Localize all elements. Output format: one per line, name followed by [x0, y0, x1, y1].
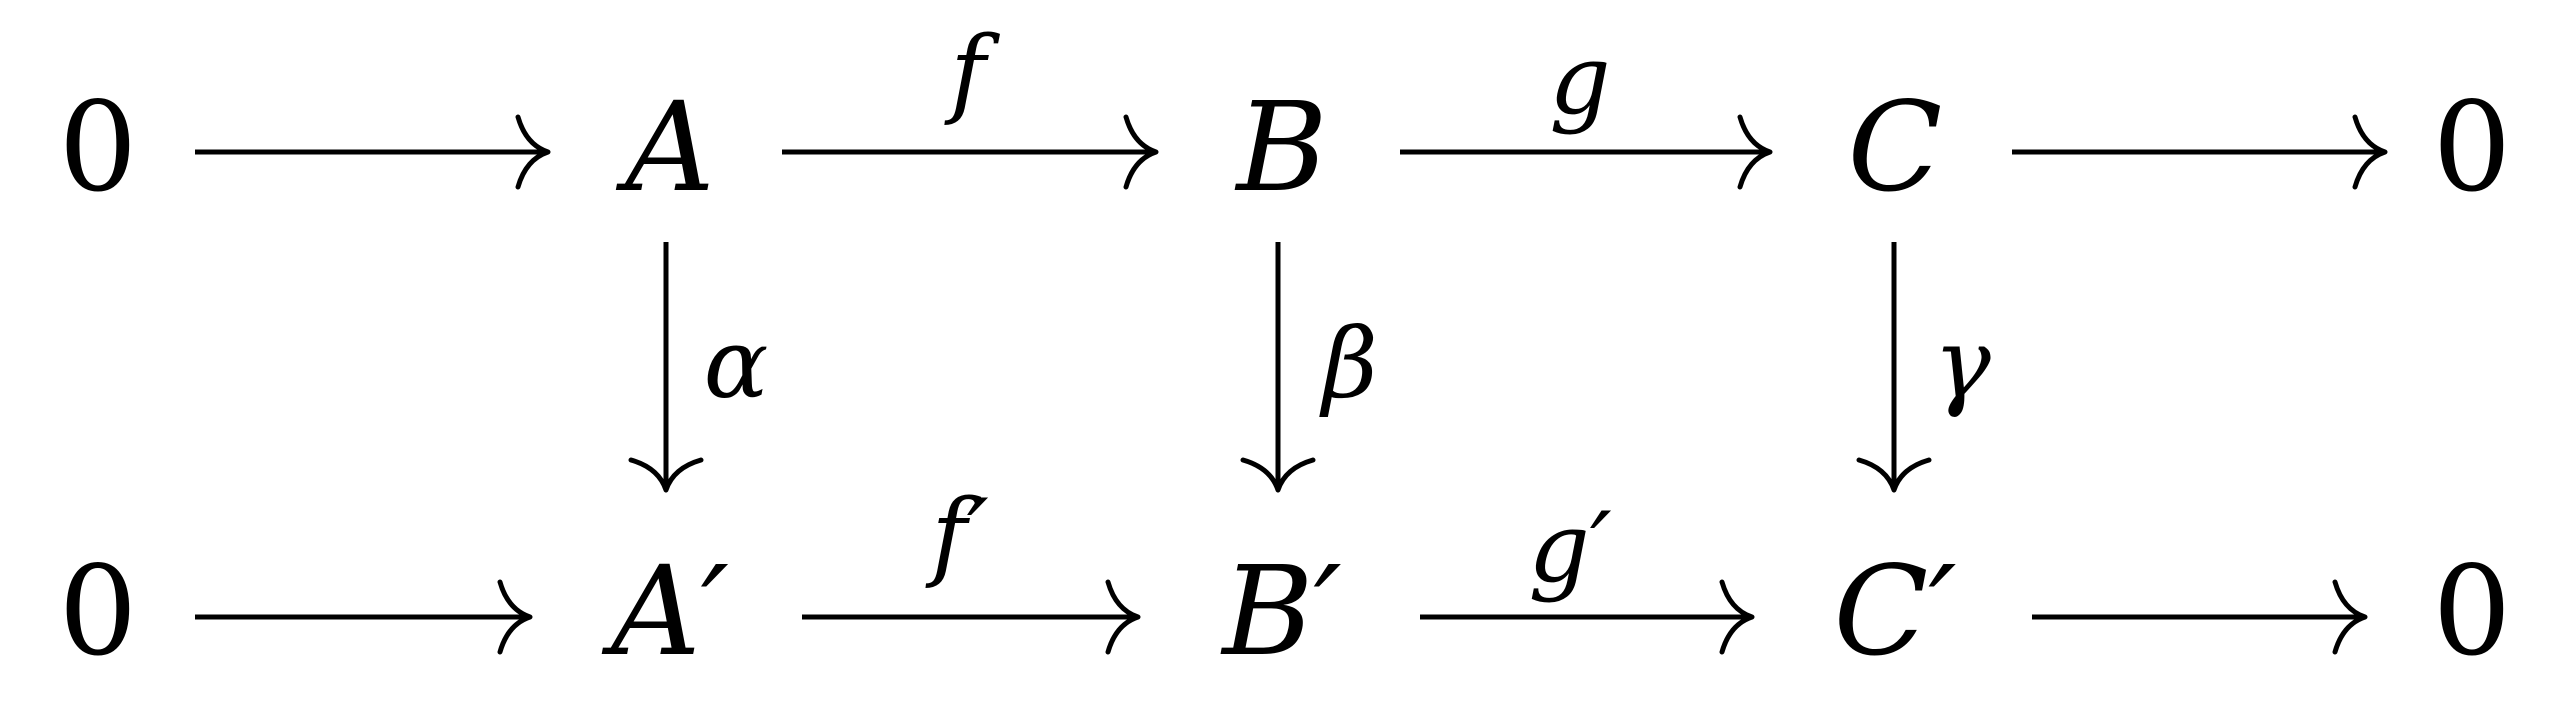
label-f-prime: f′ — [931, 479, 989, 591]
node-top-zero-left: 0 — [58, 76, 138, 220]
label-g-prime: g′ — [1528, 492, 1612, 604]
node-bottom-zero-left: 0 — [58, 540, 138, 684]
node-A-prime: A′ — [611, 540, 729, 684]
node-A: A — [625, 76, 715, 220]
label-g: g — [1549, 24, 1611, 136]
node-B: B — [1236, 76, 1328, 220]
arrow-0-to-A-prime-head — [497, 579, 533, 655]
label-beta: β — [1322, 308, 1378, 420]
arrow-C-to-0-head — [2352, 114, 2388, 190]
arrow-f-prime-head — [1105, 579, 1141, 655]
arrow-0-to-A-head — [515, 114, 551, 190]
node-B-prime: B′ — [1222, 540, 1342, 684]
arrow-C-prime-to-0-head — [2332, 579, 2368, 655]
label-gamma: γ — [1933, 308, 1991, 420]
arrow-alpha-head — [628, 457, 704, 493]
node-C: C — [1847, 76, 1943, 220]
arrow-f-head — [1123, 114, 1159, 190]
arrow-gamma-head — [1856, 457, 1932, 493]
label-alpha: α — [703, 308, 769, 420]
node-C-prime: C′ — [1833, 540, 1957, 684]
arrow-g-prime-head — [1719, 579, 1755, 655]
label-f: f — [950, 16, 986, 128]
arrow-g-head — [1737, 114, 1773, 190]
node-top-zero-right: 0 — [2432, 76, 2512, 220]
node-bottom-zero-right: 0 — [2432, 540, 2512, 684]
arrow-beta-head — [1240, 457, 1316, 493]
